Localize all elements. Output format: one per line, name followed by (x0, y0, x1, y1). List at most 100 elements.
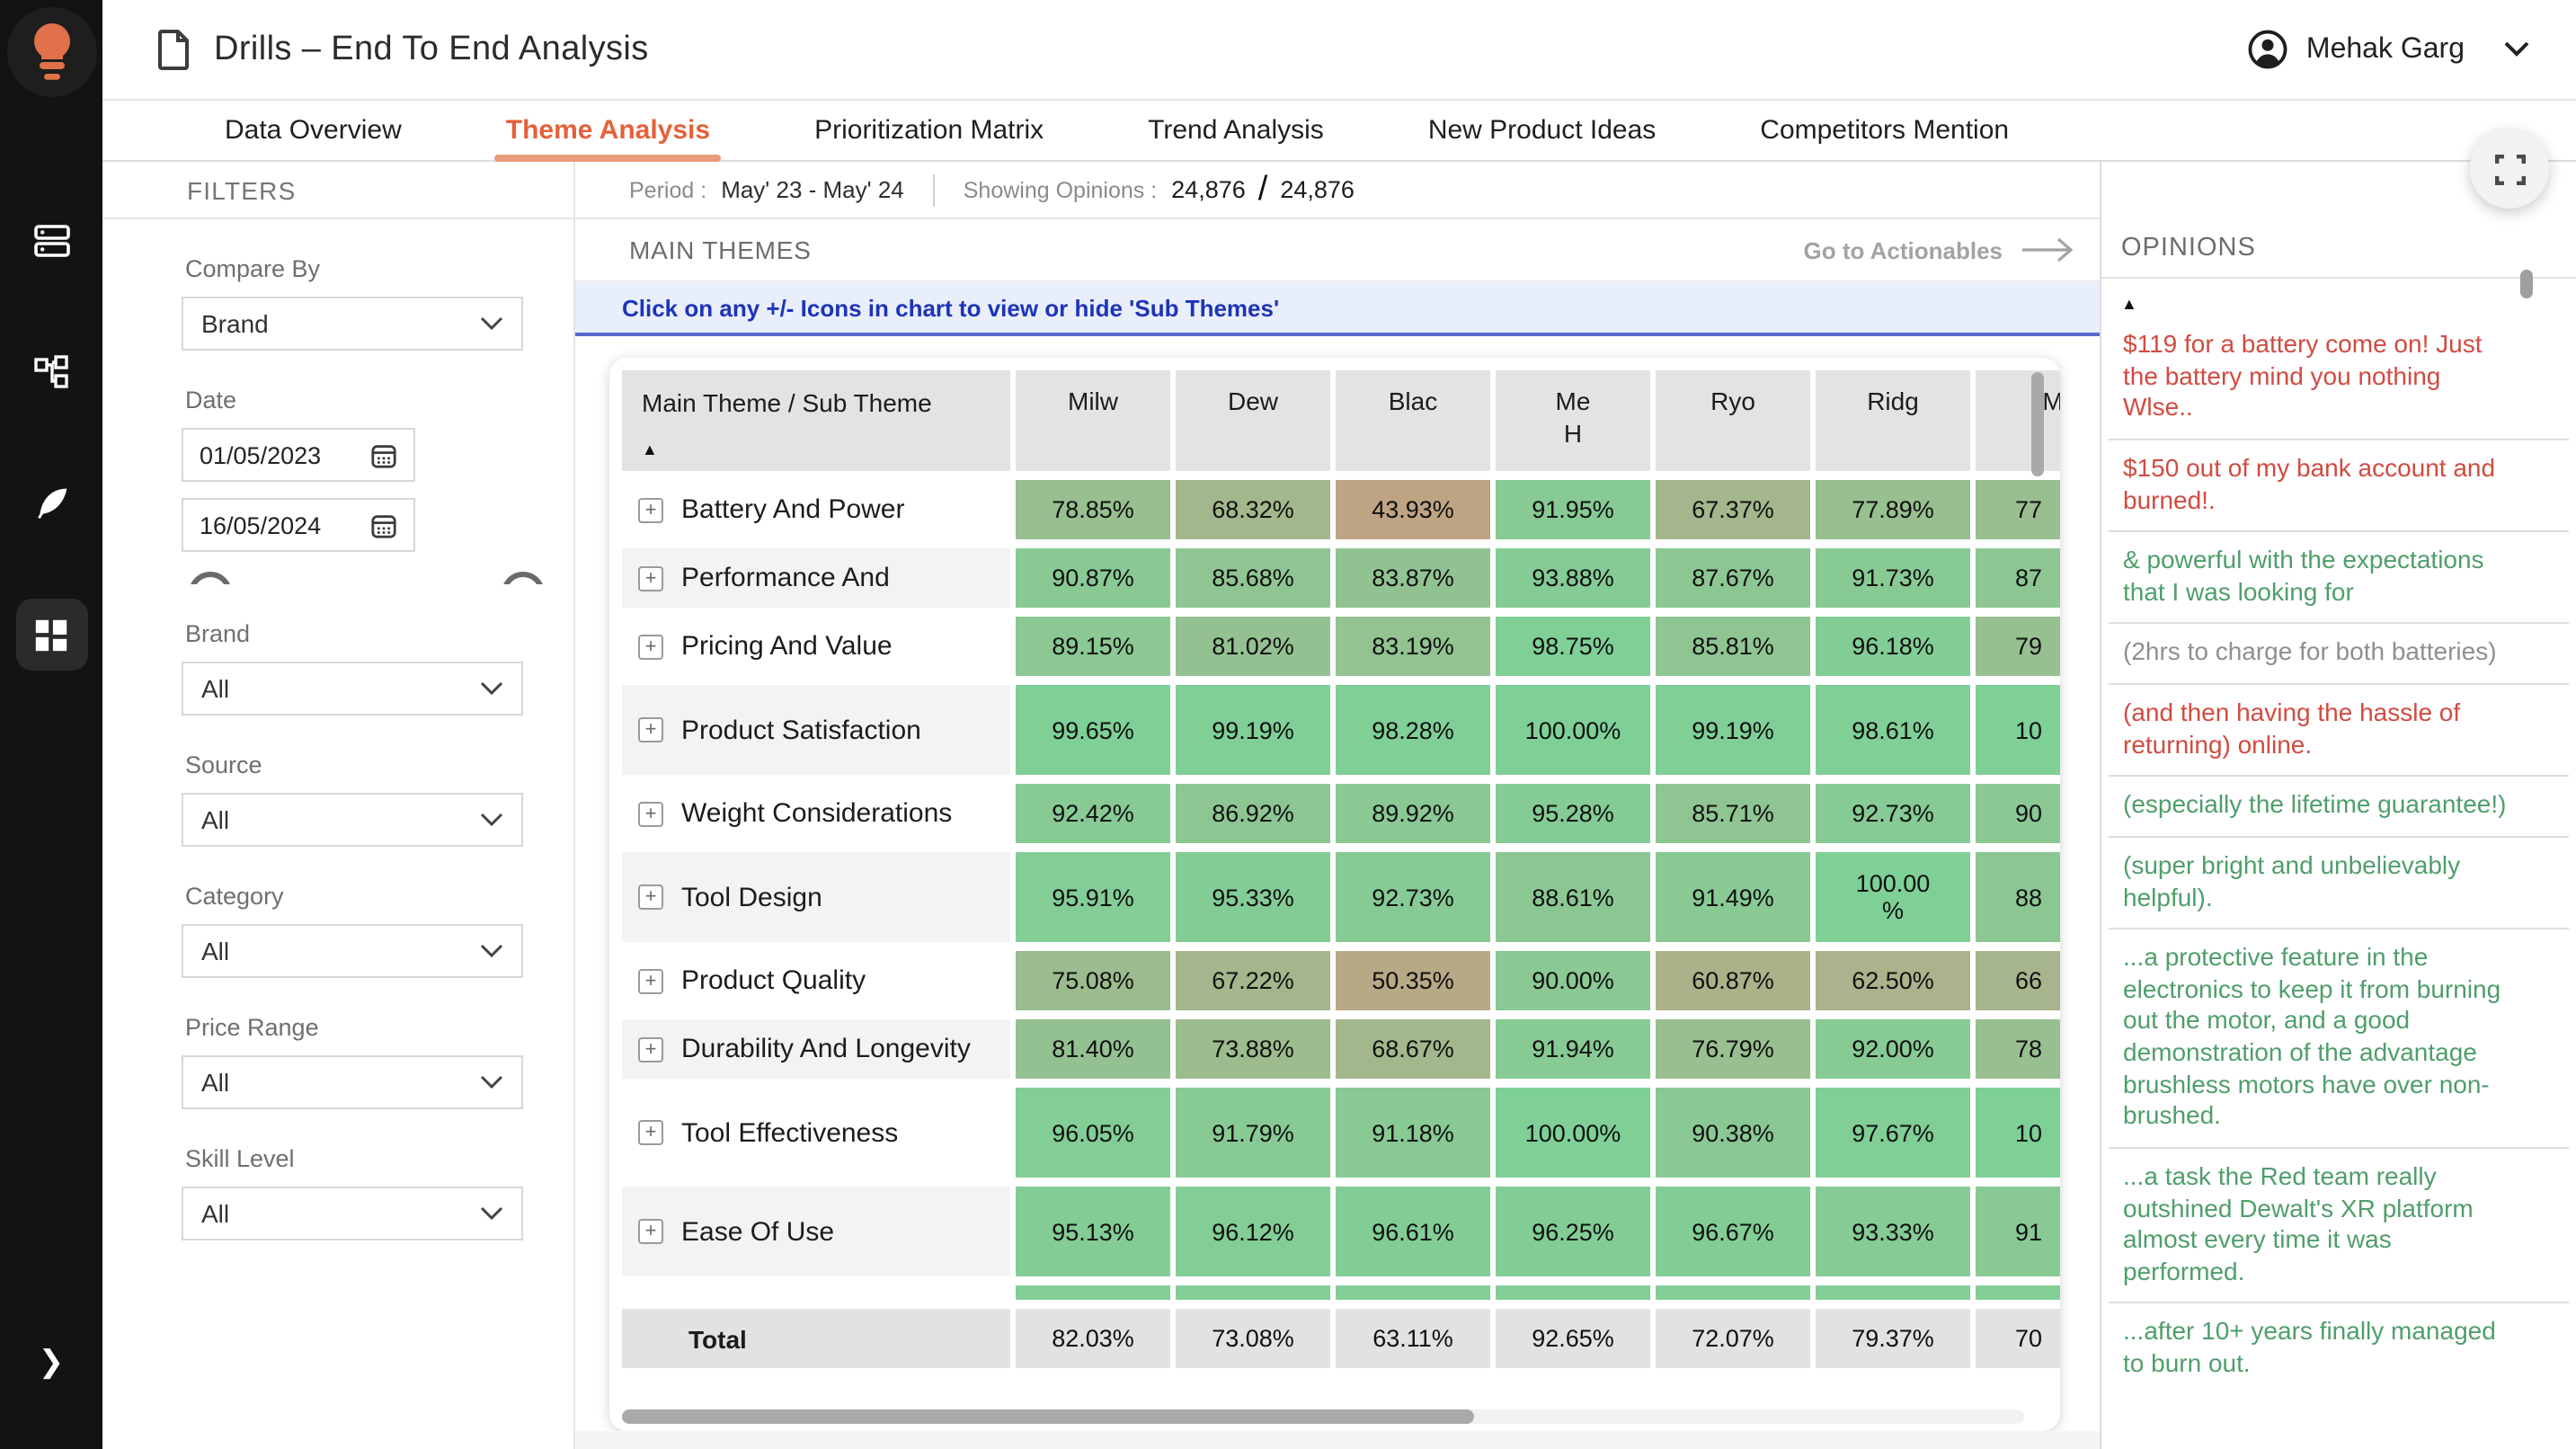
opinion-item[interactable]: (and then having the hassle of returning… (2109, 685, 2569, 778)
expand-plus-icon[interactable]: + (638, 885, 663, 910)
expand-plus-icon[interactable]: + (638, 634, 663, 659)
value-cell[interactable]: 78.85% (1016, 480, 1170, 539)
column-header-brand[interactable]: Me H (1496, 370, 1650, 471)
sort-asc-icon[interactable]: ▲ (2121, 295, 2576, 313)
value-cell[interactable]: 78 (1976, 1019, 2060, 1079)
value-cell[interactable]: 97.67% (1816, 1088, 1970, 1178)
value-cell[interactable] (1016, 1285, 1170, 1300)
filter-select-skill-level[interactable]: All (182, 1187, 523, 1240)
value-cell[interactable]: 90 (1976, 784, 2060, 843)
value-cell[interactable]: 85.81% (1656, 617, 1810, 676)
expand-plus-icon[interactable]: + (638, 1120, 663, 1145)
opinion-item[interactable]: ...after 10+ years finally managed to bu… (2109, 1304, 2569, 1395)
opinion-item[interactable]: ...a task the Red team really outshined … (2109, 1149, 2569, 1304)
value-cell[interactable]: 90.38% (1656, 1088, 1810, 1178)
date-to-input[interactable]: 16/05/2024 (182, 498, 415, 552)
value-cell[interactable]: 81.02% (1176, 617, 1330, 676)
value-cell[interactable]: 89.92% (1336, 784, 1490, 843)
value-cell[interactable]: 100.00% (1496, 685, 1650, 775)
value-cell[interactable]: 91.49% (1656, 852, 1810, 942)
value-cell[interactable]: 91.94% (1496, 1019, 1650, 1079)
filter-select-category[interactable]: All (182, 924, 523, 978)
value-cell[interactable]: 88 (1976, 852, 2060, 942)
expand-plus-icon[interactable]: + (638, 1219, 663, 1244)
sidebar-item-compose[interactable] (15, 467, 87, 539)
value-cell[interactable]: 87 (1976, 548, 2060, 608)
value-cell[interactable] (1176, 1285, 1330, 1300)
tab-new-product-ideas[interactable]: New Product Ideas (1428, 100, 1656, 161)
table-vertical-scrollbar[interactable] (2031, 372, 2044, 476)
value-cell[interactable]: 92.00% (1816, 1019, 1970, 1079)
column-header-brand[interactable]: M (1976, 370, 2060, 471)
value-cell[interactable]: 62.50% (1816, 951, 1970, 1010)
opinion-item[interactable]: (super bright and unbelievably helpful). (2109, 838, 2569, 930)
value-cell[interactable] (1816, 1285, 1970, 1300)
calendar-icon[interactable] (370, 511, 397, 538)
value-cell[interactable]: 10 (1976, 685, 2060, 775)
sort-asc-icon[interactable]: ▲ (642, 440, 658, 460)
value-cell[interactable]: 93.33% (1816, 1187, 1970, 1276)
value-cell[interactable]: 96.05% (1016, 1088, 1170, 1178)
value-cell[interactable]: 50.35% (1336, 951, 1490, 1010)
value-cell[interactable]: 90.00% (1496, 951, 1650, 1010)
value-cell[interactable]: 83.19% (1336, 617, 1490, 676)
value-cell[interactable]: 73.08% (1176, 1309, 1330, 1368)
opinion-item[interactable]: (2hrs to charge for both batteries) (2109, 625, 2569, 685)
value-cell[interactable] (1336, 1285, 1490, 1300)
value-cell[interactable]: 96.25% (1496, 1187, 1650, 1276)
value-cell[interactable]: 85.68% (1176, 548, 1330, 608)
filter-select-brand[interactable]: All (182, 662, 523, 716)
value-cell[interactable]: 92.65% (1496, 1309, 1650, 1368)
value-cell[interactable]: 70 (1976, 1309, 2060, 1368)
value-cell[interactable] (1976, 1285, 2060, 1300)
value-cell[interactable]: 92.42% (1016, 784, 1170, 843)
value-cell[interactable]: 68.32% (1176, 480, 1330, 539)
filter-select-source[interactable]: All (182, 793, 523, 847)
expand-plus-icon[interactable]: + (638, 1036, 663, 1062)
value-cell[interactable]: 92.73% (1336, 852, 1490, 942)
column-header-brand[interactable]: Ryo (1656, 370, 1810, 471)
chevron-down-icon[interactable] (2504, 41, 2529, 58)
value-cell[interactable]: 77.89% (1816, 480, 1970, 539)
value-cell[interactable]: 99.19% (1176, 685, 1330, 775)
fullscreen-button[interactable] (2470, 129, 2549, 209)
value-cell[interactable]: 95.33% (1176, 852, 1330, 942)
column-header-brand[interactable]: Dew (1176, 370, 1330, 471)
opinion-item[interactable]: ...a protective feature in the electroni… (2109, 929, 2569, 1149)
value-cell[interactable]: 66 (1976, 951, 2060, 1010)
value-cell[interactable]: 43.93% (1336, 480, 1490, 539)
value-cell[interactable]: 77 (1976, 480, 2060, 539)
value-cell[interactable]: 96.12% (1176, 1187, 1330, 1276)
filter-select-price-range[interactable]: All (182, 1055, 523, 1109)
value-cell[interactable]: 87.67% (1656, 548, 1810, 608)
value-cell[interactable]: 98.61% (1816, 685, 1970, 775)
value-cell[interactable]: 75.08% (1016, 951, 1170, 1010)
value-cell[interactable]: 96.61% (1336, 1187, 1490, 1276)
value-cell[interactable]: 82.03% (1016, 1309, 1170, 1368)
value-cell[interactable]: 79 (1976, 617, 2060, 676)
value-cell[interactable]: 93.88% (1496, 548, 1650, 608)
value-cell[interactable]: 91.79% (1176, 1088, 1330, 1178)
expand-plus-icon[interactable]: + (638, 801, 663, 826)
value-cell[interactable]: 85.71% (1656, 784, 1810, 843)
value-cell[interactable]: 100.00% (1496, 1088, 1650, 1178)
expand-plus-icon[interactable]: + (638, 968, 663, 993)
value-cell[interactable]: 91.95% (1496, 480, 1650, 539)
value-cell[interactable]: 67.37% (1656, 480, 1810, 539)
tab-prioritization-matrix[interactable]: Prioritization Matrix (814, 100, 1044, 161)
sidebar-item-data[interactable] (15, 205, 87, 277)
date-from-input[interactable]: 01/05/2023 (182, 428, 415, 482)
value-cell[interactable]: 99.65% (1016, 685, 1170, 775)
value-cell[interactable]: 98.75% (1496, 617, 1650, 676)
value-cell[interactable]: 96.67% (1656, 1187, 1810, 1276)
value-cell[interactable]: 96.18% (1816, 617, 1970, 676)
value-cell[interactable]: 98.28% (1336, 685, 1490, 775)
table-horizontal-scrollbar[interactable] (622, 1409, 1474, 1424)
opinion-item[interactable]: & powerful with the expectations that I … (2109, 532, 2569, 625)
go-to-actionables-link[interactable]: Go to Actionables (1804, 236, 2075, 264)
value-cell[interactable]: 90.87% (1016, 548, 1170, 608)
value-cell[interactable]: 72.07% (1656, 1309, 1810, 1368)
opinion-item[interactable]: (especially the lifetime guarantee!) (2109, 778, 2569, 838)
column-header-brand[interactable]: Blac (1336, 370, 1490, 471)
value-cell[interactable]: 95.28% (1496, 784, 1650, 843)
